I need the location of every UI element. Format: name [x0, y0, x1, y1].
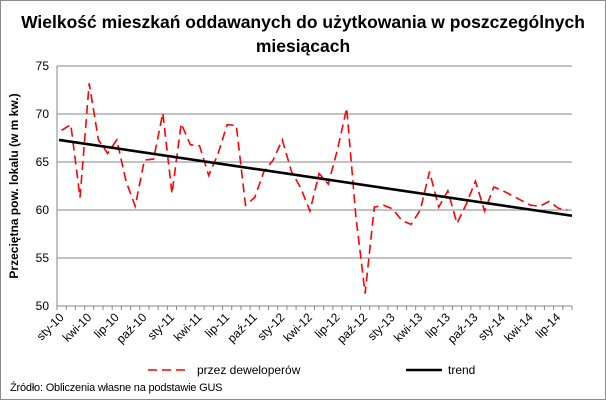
x-tick-label-9: kwi-12	[281, 310, 316, 345]
y-axis-title: Przeciętna pow. lokalu (w m kw.)	[7, 93, 21, 278]
chart-title: Wielkość mieszkań oddawanych do użytkowa…	[0, 10, 606, 58]
x-tick-label-8: sty-12	[254, 310, 287, 343]
x-tick-label-18: lip-14	[533, 310, 564, 341]
legend-label-trend: trend	[448, 363, 475, 377]
x-tick-label-5: kwi-11	[171, 310, 205, 344]
y-tick-label-4: 70	[36, 107, 50, 121]
source-note: Źródło: Obliczenia własne na podstawie G…	[10, 382, 223, 394]
x-tick-label-3: paź-10	[114, 310, 150, 346]
x-tick-label-16: sty-14	[475, 310, 508, 343]
y-tick-label-5: 75	[36, 59, 50, 73]
series-line-deweloperow	[61, 83, 568, 294]
y-tick-label-1: 55	[36, 251, 50, 265]
series-line-trend	[58, 138, 573, 218]
chart-title-line-1: Wielkość mieszkań oddawanych do użytkowa…	[21, 12, 585, 32]
chart-title-line-2: miesiącach	[255, 36, 351, 56]
y-tick-label-0: 50	[36, 299, 50, 313]
x-tick-label-4: sty-11	[145, 310, 178, 343]
y-tick-label-2: 60	[36, 203, 50, 217]
x-tick-label-15: paź-13	[445, 310, 481, 346]
x-tick-label-17: kwi-14	[501, 310, 536, 345]
x-tick-label-13: kwi-13	[391, 310, 426, 345]
legend-label-deweloperow: przez deweloperów	[197, 363, 301, 377]
x-tick-label-11: paź-12	[334, 310, 370, 346]
x-tick-label-7: paź-11	[225, 310, 260, 345]
x-tick-label-1: kwi-10	[60, 310, 95, 345]
y-tick-label-3: 65	[36, 155, 50, 169]
x-tick-label-12: sty-13	[365, 310, 398, 343]
x-tick-label-0: sty-10	[34, 310, 67, 343]
